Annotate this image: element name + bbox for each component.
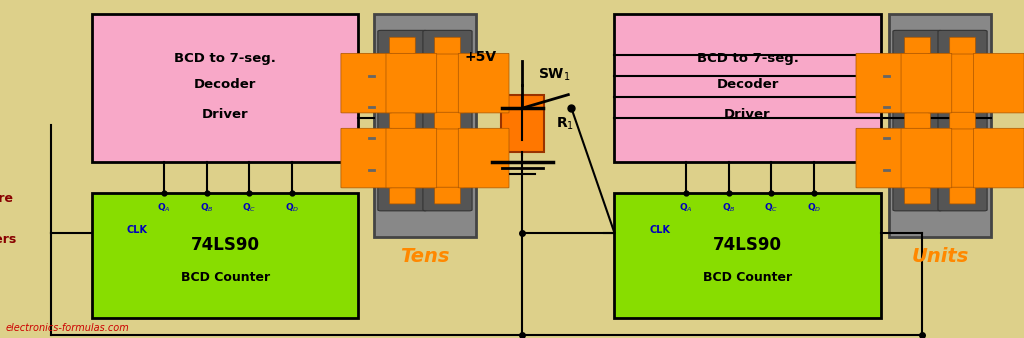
FancyBboxPatch shape [434,112,461,129]
Text: Q$_B$: Q$_B$ [722,201,736,214]
Text: 74LS90: 74LS90 [190,236,260,254]
FancyBboxPatch shape [949,37,976,54]
Text: Q$_D$: Q$_D$ [285,201,299,214]
FancyBboxPatch shape [974,128,1024,188]
FancyBboxPatch shape [386,53,436,113]
FancyBboxPatch shape [614,14,881,162]
Text: Units: Units [911,247,969,266]
Text: Driver: Driver [724,108,771,121]
Text: electronics-formulas.com: electronics-formulas.com [5,323,129,333]
Text: Decoder: Decoder [717,78,778,91]
Text: Q$_A$: Q$_A$ [158,201,171,214]
Text: To more: To more [0,192,12,206]
FancyBboxPatch shape [614,193,881,318]
FancyBboxPatch shape [856,53,906,113]
FancyBboxPatch shape [501,95,544,152]
FancyBboxPatch shape [378,30,427,211]
FancyBboxPatch shape [389,187,416,204]
FancyBboxPatch shape [341,128,391,188]
FancyBboxPatch shape [414,128,464,188]
FancyBboxPatch shape [389,37,416,54]
FancyBboxPatch shape [929,128,979,188]
FancyBboxPatch shape [389,112,416,129]
FancyBboxPatch shape [949,112,976,129]
FancyBboxPatch shape [434,37,461,54]
FancyBboxPatch shape [893,30,942,211]
FancyBboxPatch shape [856,128,906,188]
Text: SW$_1$: SW$_1$ [538,66,570,82]
FancyBboxPatch shape [386,128,436,188]
FancyBboxPatch shape [459,128,509,188]
FancyBboxPatch shape [374,14,476,237]
FancyBboxPatch shape [901,53,951,113]
FancyBboxPatch shape [904,37,931,54]
Text: +5V: +5V [465,50,497,65]
Text: Q$_D$: Q$_D$ [807,201,821,214]
Text: Decoder: Decoder [195,78,256,91]
Text: CLK: CLK [127,225,147,235]
Text: 74LS90: 74LS90 [713,236,782,254]
FancyBboxPatch shape [92,14,358,162]
FancyBboxPatch shape [901,128,951,188]
FancyBboxPatch shape [974,53,1024,113]
Text: Q$_C$: Q$_C$ [764,201,778,214]
FancyBboxPatch shape [414,53,464,113]
FancyBboxPatch shape [459,53,509,113]
Text: BCD to 7-seg.: BCD to 7-seg. [174,52,276,65]
Text: Q$_C$: Q$_C$ [242,201,256,214]
FancyBboxPatch shape [889,14,991,237]
FancyBboxPatch shape [423,30,472,211]
Text: Tens: Tens [400,247,450,266]
FancyBboxPatch shape [92,193,358,318]
Text: Counters: Counters [0,233,16,246]
Text: R$_1$: R$_1$ [556,115,574,131]
FancyBboxPatch shape [949,187,976,204]
Text: Driver: Driver [202,108,249,121]
Text: Q$_B$: Q$_B$ [200,201,214,214]
Text: BCD Counter: BCD Counter [180,271,270,284]
FancyBboxPatch shape [434,187,461,204]
FancyBboxPatch shape [929,53,979,113]
FancyBboxPatch shape [938,30,987,211]
Text: CLK: CLK [649,225,670,235]
FancyBboxPatch shape [504,105,541,118]
Text: BCD Counter: BCD Counter [702,271,793,284]
Text: BCD to 7-seg.: BCD to 7-seg. [696,52,799,65]
FancyBboxPatch shape [904,187,931,204]
Text: Q$_A$: Q$_A$ [680,201,693,214]
FancyBboxPatch shape [904,112,931,129]
FancyBboxPatch shape [341,53,391,113]
